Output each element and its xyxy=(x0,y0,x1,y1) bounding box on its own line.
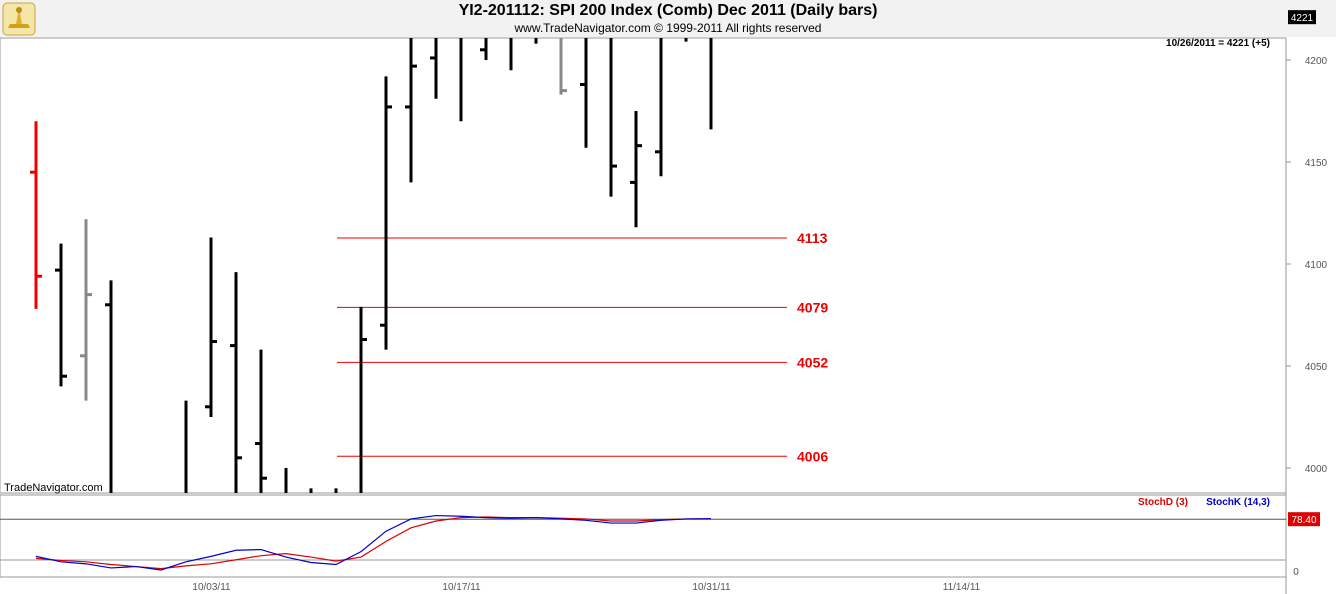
price-axis-background xyxy=(1286,38,1336,594)
ohlc-bar xyxy=(205,237,217,417)
watermark: TradeNavigator.com xyxy=(4,482,103,494)
x-tick-label: 10/03/11 xyxy=(192,582,231,593)
y-tick-label: 4050 xyxy=(1305,362,1328,373)
x-tick-label: 10/17/11 xyxy=(442,582,481,593)
level-label: 4052 xyxy=(797,354,828,370)
stoch-value-label: 78.40 xyxy=(1291,515,1316,526)
last-close-label: 10/26/2011 = 4221 (+5) xyxy=(1166,38,1270,49)
price-panel xyxy=(0,37,1336,594)
ohlc-bar xyxy=(55,243,67,387)
ohlc-bar xyxy=(580,38,588,148)
level-lines: 44054384437042964113407940524006 xyxy=(337,230,828,464)
y-tick-label: 4000 xyxy=(1305,464,1328,475)
x-tick-label: 10/31/11 xyxy=(692,582,731,593)
level-label: 4006 xyxy=(797,448,828,464)
ohlc-bar xyxy=(459,38,463,122)
axes: 10/03/11 10/17/11 10/31/11 11/14/11 4000 4050… xyxy=(192,10,1328,593)
y-tick-label: 4150 xyxy=(1305,158,1328,169)
stoch-value-box xyxy=(1288,512,1320,527)
price-panel-frame xyxy=(0,37,1287,494)
ohlc-bar xyxy=(655,38,663,177)
stochastic-panel xyxy=(0,514,1286,571)
trade-navigator-logo-icon[interactable] xyxy=(2,2,36,36)
stoch-series-line xyxy=(35,514,712,571)
level-label: 4113 xyxy=(797,230,828,246)
ohlc-bar xyxy=(480,38,488,60)
bar-group xyxy=(30,38,713,493)
ohlc-bar xyxy=(534,38,538,44)
ohlc-bar xyxy=(105,280,113,493)
ohlc-bar xyxy=(709,38,713,130)
last-value-label: 4221 xyxy=(1291,13,1314,24)
stoch-series-line xyxy=(35,516,712,570)
ohlc-bar xyxy=(80,219,92,401)
ohlc-bar xyxy=(230,272,242,493)
ohlc-bar xyxy=(284,468,288,493)
ohlc-bar xyxy=(559,38,567,95)
legend-stochk: StochK (14,3) xyxy=(1206,497,1270,508)
ohlc-bar xyxy=(184,400,188,493)
ohlc-bar xyxy=(380,76,392,350)
price-bars xyxy=(30,38,713,493)
y-tick-label: 4100 xyxy=(1305,260,1328,271)
ohlc-bar xyxy=(630,111,642,228)
ohlc-bar xyxy=(30,121,42,309)
title-bar xyxy=(0,0,1336,37)
ohlc-bar xyxy=(255,349,267,493)
ohlc-bar xyxy=(509,38,513,71)
stochastic-panel-frame xyxy=(0,494,1287,578)
legend-stochd: StochD (3) xyxy=(1138,497,1188,508)
last-value-box xyxy=(1288,10,1316,25)
chart-title: YI2-201112: SPI 200 Index (Comb) Dec 201… xyxy=(458,2,878,19)
ohlc-bar xyxy=(430,38,438,99)
level-label: 4079 xyxy=(797,299,828,315)
ohlc-bar xyxy=(609,38,617,197)
x-tick-label: 11/14/11 xyxy=(943,582,981,593)
stoch-y-tick-label: 0 xyxy=(1293,567,1299,578)
y-tick-label: 4200 xyxy=(1305,56,1328,67)
ohlc-bar xyxy=(359,306,367,493)
ohlc-bar xyxy=(405,38,417,183)
ohlc-bar xyxy=(684,38,688,42)
chart-subtitle: www.TradeNavigator.com © 1999-2011 All r… xyxy=(514,21,822,35)
